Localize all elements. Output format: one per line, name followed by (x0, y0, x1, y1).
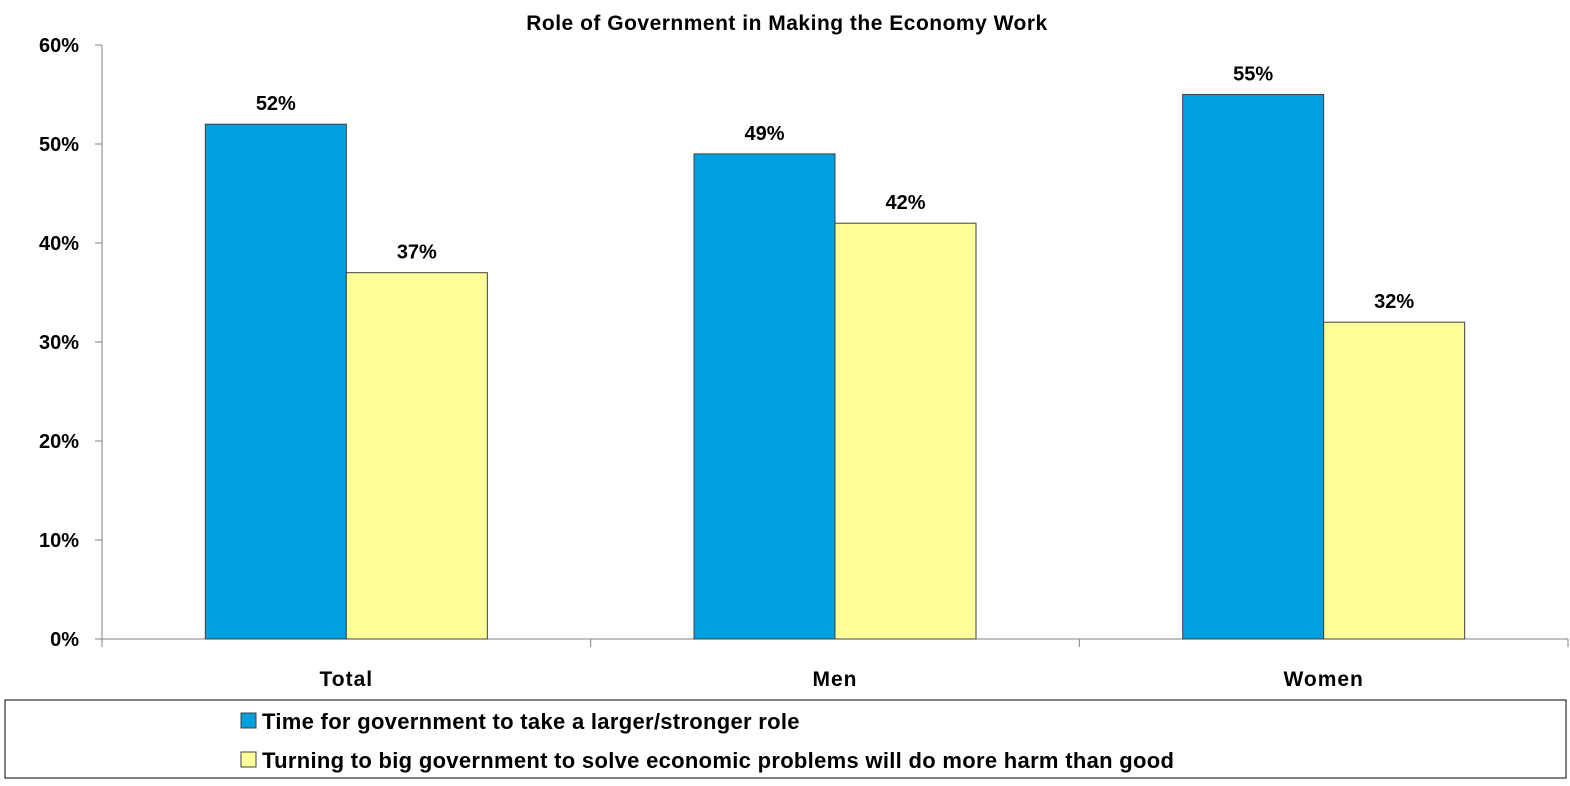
bar-women-series-1 (1182, 94, 1325, 640)
bar-women-series-2 (1323, 321, 1466, 640)
bar-men-series-2 (834, 222, 977, 640)
bar-men-series-1 (693, 153, 836, 640)
data-label: 49% (744, 123, 784, 145)
x-tick-label: Women (1283, 668, 1363, 691)
data-label: 55% (1233, 64, 1273, 86)
y-tick-label: 20% (39, 431, 79, 453)
data-label: 32% (1374, 291, 1414, 313)
legend-box (4, 699, 1567, 779)
y-tick-label: 60% (39, 35, 79, 57)
data-label: 42% (885, 192, 925, 214)
x-tick-label: Total (320, 668, 374, 691)
y-tick-label: 50% (39, 134, 79, 156)
bar-total-series-2 (345, 272, 488, 640)
legend-swatch-1 (240, 712, 257, 729)
legend: Time for government to take a larger/str… (4, 699, 1567, 779)
legend-label-2: Turning to big government to solve econo… (262, 748, 1174, 773)
bar-total-series-1 (204, 123, 347, 640)
legend-swatch-2 (240, 751, 257, 768)
legend-label-1: Time for government to take a larger/str… (262, 709, 800, 734)
data-label: 52% (256, 93, 296, 115)
y-tick-label: 10% (39, 530, 79, 552)
x-tick-label: Men (813, 668, 858, 691)
y-tick-label: 40% (39, 233, 79, 255)
bars: 52% 37% 49% 42% 55% 32% (204, 64, 1466, 640)
data-label: 37% (397, 242, 437, 264)
y-tick-label: 30% (39, 332, 79, 354)
y-tick-label: 0% (50, 629, 79, 651)
chart-title: Role of Government in Making the Economy… (526, 12, 1048, 35)
